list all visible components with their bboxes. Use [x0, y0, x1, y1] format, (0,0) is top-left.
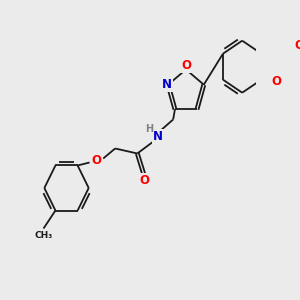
Text: O: O: [272, 75, 282, 88]
Text: O: O: [92, 154, 101, 167]
Text: O: O: [181, 59, 191, 72]
Text: H: H: [145, 124, 153, 134]
Text: CH₃: CH₃: [34, 231, 52, 240]
Text: N: N: [153, 130, 163, 143]
Text: N: N: [161, 78, 171, 91]
Text: O: O: [294, 39, 300, 52]
Text: O: O: [139, 174, 149, 187]
